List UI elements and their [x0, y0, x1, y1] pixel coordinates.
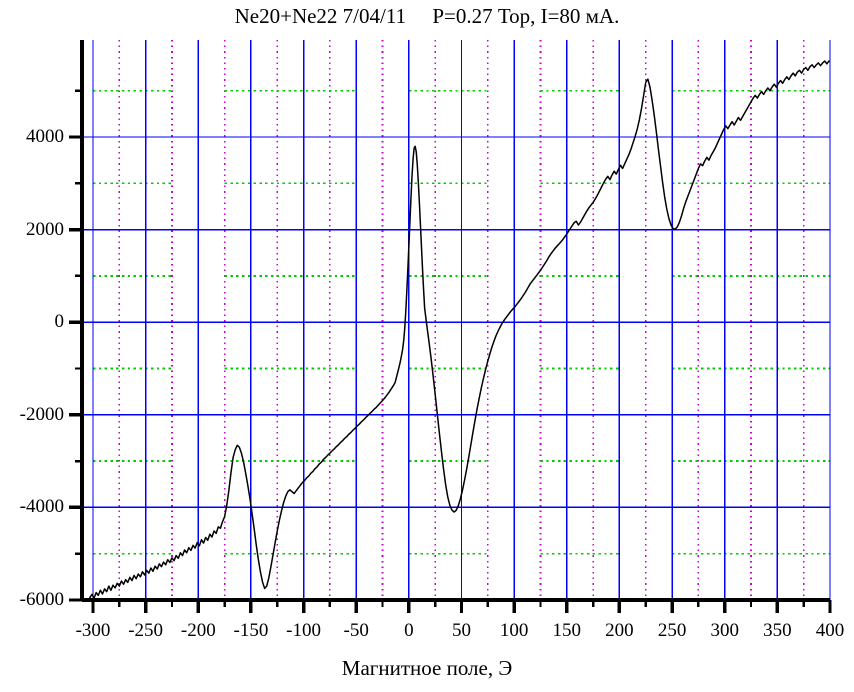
axis-tick-marks	[69, 89, 832, 613]
y-tick-label: -6000	[19, 589, 64, 610]
x-tick-label: 150	[552, 620, 582, 641]
chart-title: Ne20+Ne22 7/04/11 P=0.27 Тор, I=80 мА.	[234, 4, 620, 28]
y-tick-label: -4000	[19, 496, 64, 518]
x-tick-label: 350	[763, 620, 792, 641]
axis-lines	[80, 40, 830, 602]
x-tick-label: 250	[657, 620, 687, 641]
x-tick-label: -300	[75, 620, 111, 641]
data-series-group	[89, 60, 830, 599]
x-tick-label: -200	[180, 620, 216, 641]
x-axis-title: Магнитное поле, Э	[341, 656, 513, 680]
x-tick-label: 0	[404, 620, 414, 641]
x-tick-label: -250	[128, 620, 164, 641]
x-tick-label: -150	[233, 620, 269, 641]
x-tick-label: 400	[815, 620, 845, 641]
minor-vertical-gridlines	[118, 40, 805, 600]
x-tick-label: 100	[499, 620, 529, 641]
y-tick-label: 2000	[26, 218, 64, 240]
x-tick-label: -100	[286, 620, 321, 641]
x-tick-label: 300	[710, 620, 739, 641]
x-tick-label: -50	[343, 620, 369, 641]
x-tick-label: 50	[452, 620, 471, 641]
x-tick-label: 200	[605, 620, 634, 641]
minor-horizontal-gridlines	[93, 89, 830, 555]
y-tick-label: 4000	[26, 126, 64, 147]
y-tick-label: 0	[54, 311, 65, 333]
y-tick-label: -2000	[19, 403, 64, 425]
major-horizontal-gridlines	[82, 136, 830, 601]
major-vertical-gridlines	[92, 40, 831, 600]
